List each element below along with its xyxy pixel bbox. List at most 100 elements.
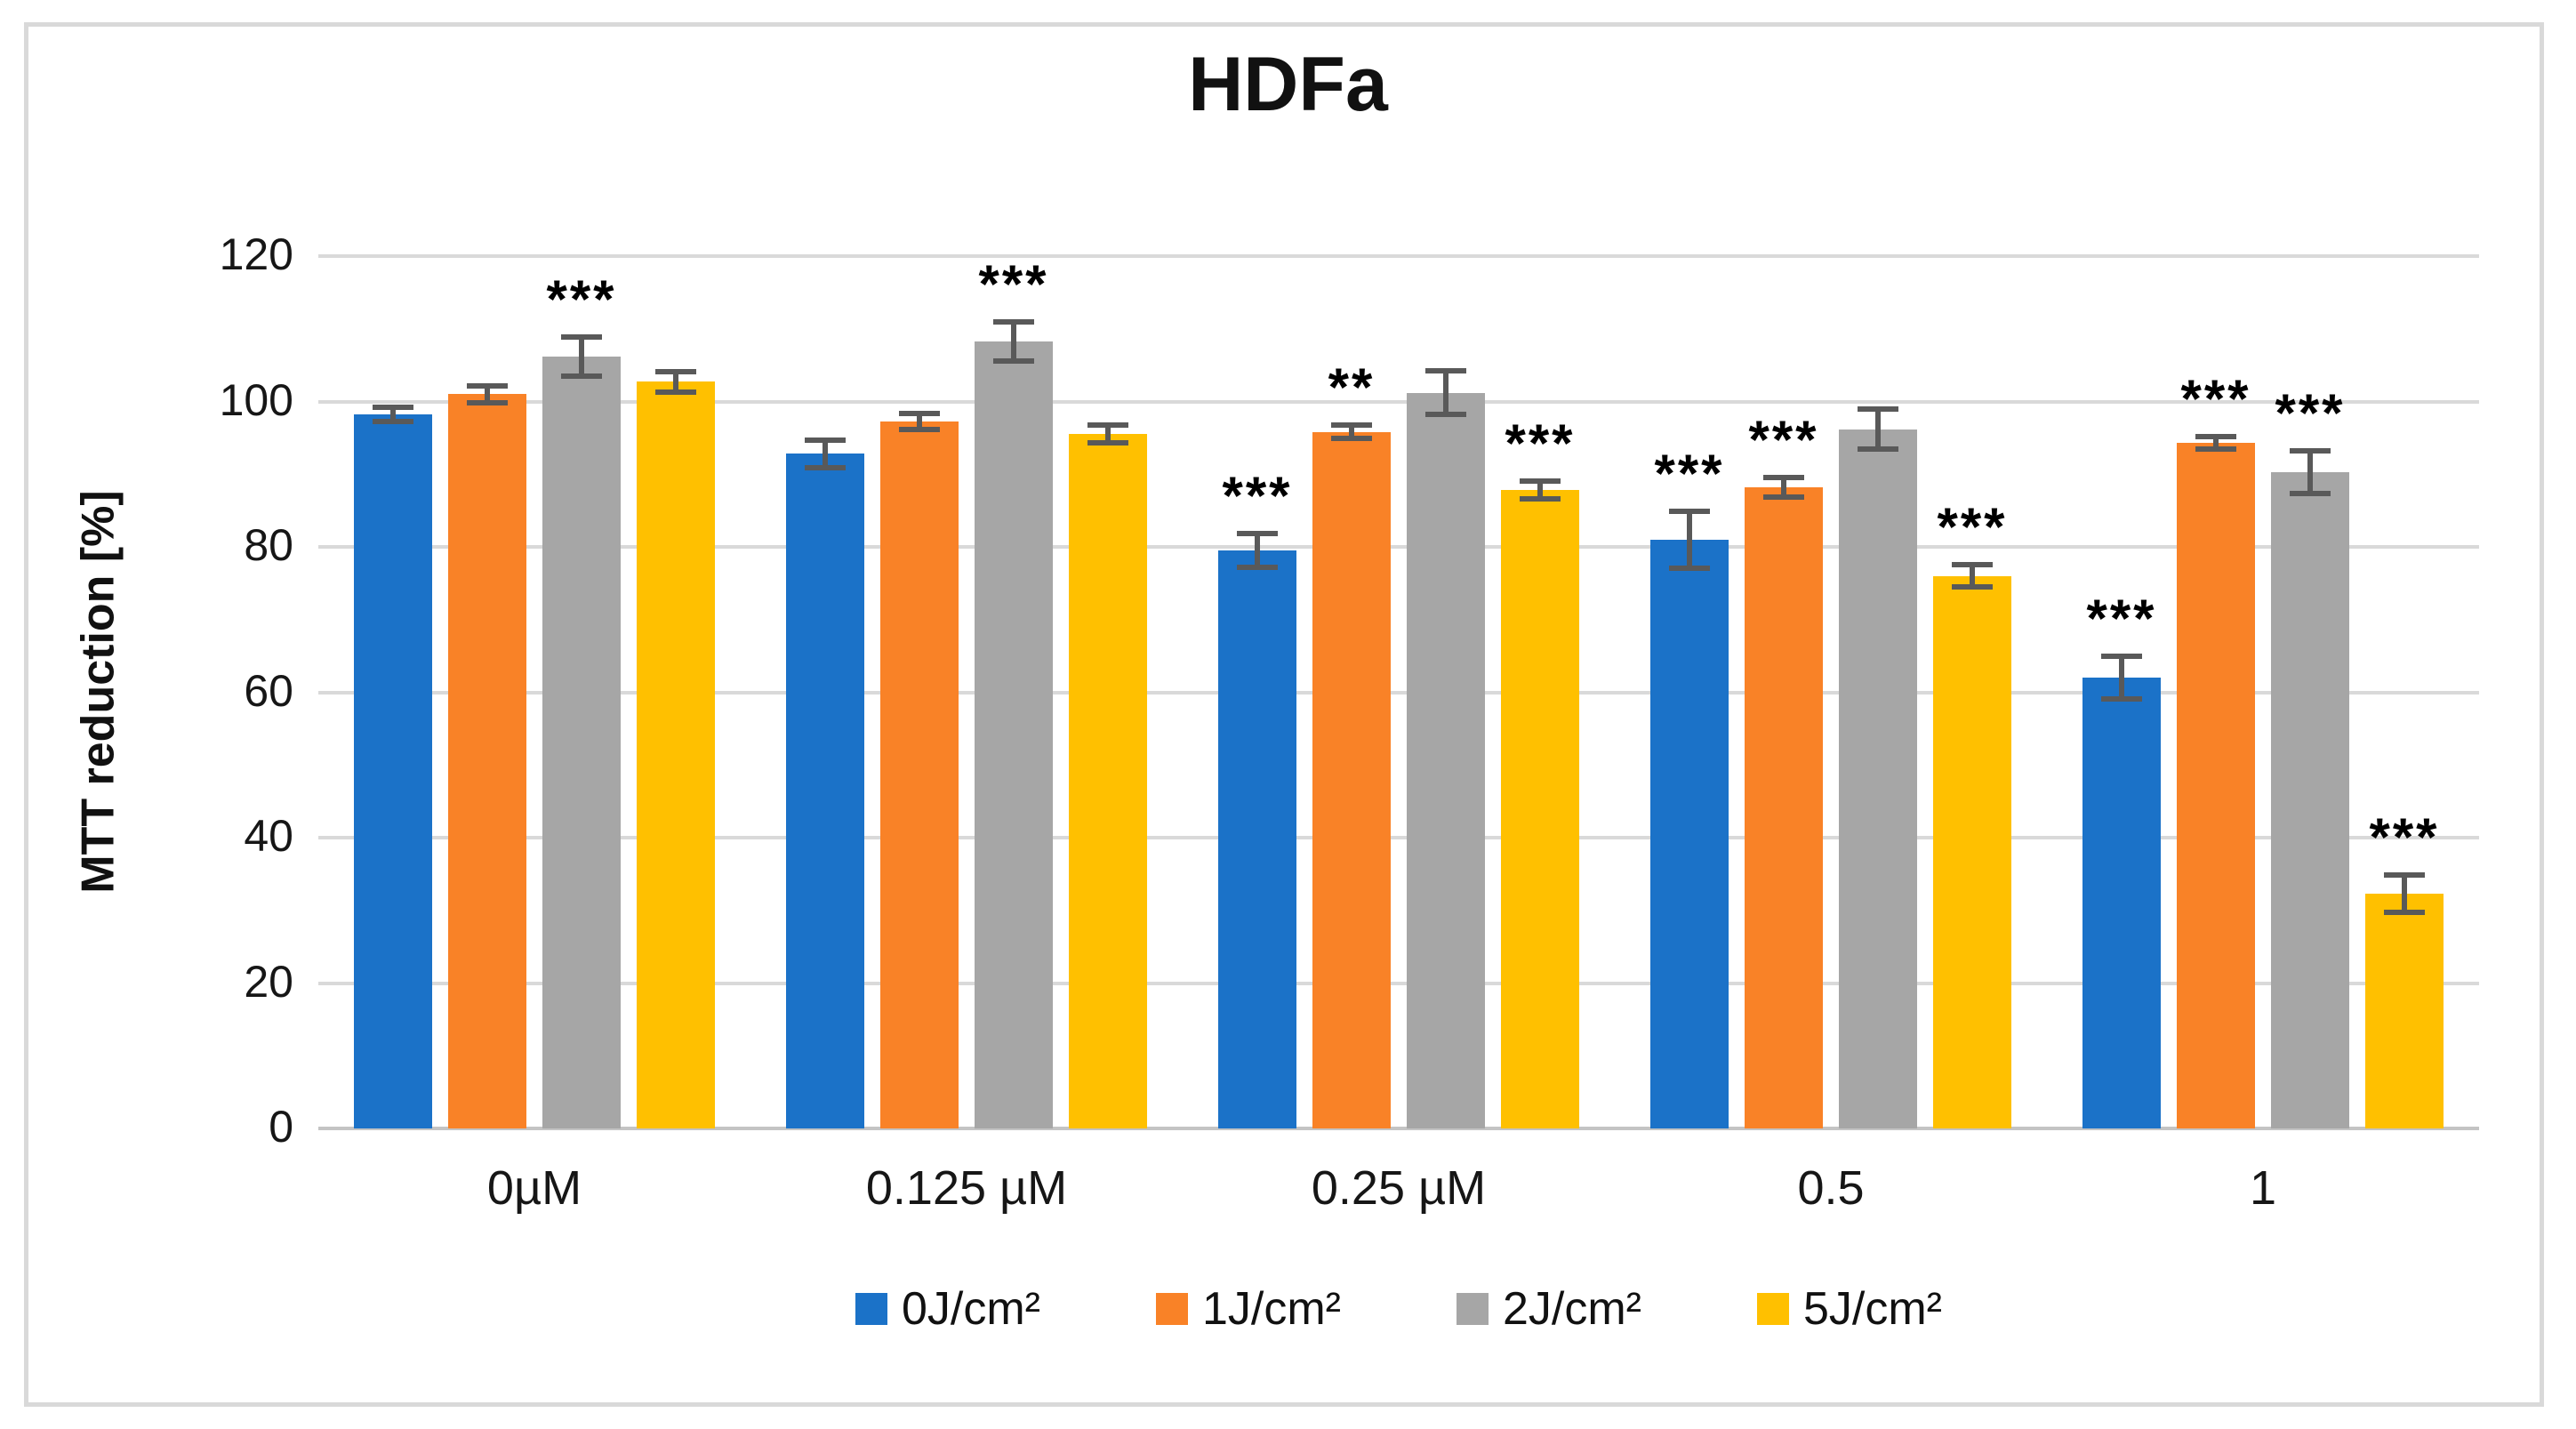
error-bar-cap-top bbox=[1237, 531, 1278, 537]
error-bar bbox=[2119, 656, 2124, 699]
significance-label: *** bbox=[2086, 589, 2157, 649]
error-bar-cap-bottom bbox=[2101, 695, 2142, 702]
error-bar-cap-top bbox=[805, 437, 846, 443]
gridline bbox=[318, 1127, 2479, 1130]
error-bar-cap-bottom bbox=[2195, 446, 2236, 453]
error-bar-cap-top bbox=[2195, 433, 2236, 439]
bar-2Jcm-0.25M bbox=[1407, 392, 1485, 1128]
error-bar-cap-bottom bbox=[1952, 583, 1993, 590]
error-bar-cap-bottom bbox=[1669, 565, 1710, 571]
significance-label: *** bbox=[1654, 443, 1725, 503]
y-tick-label: 100 bbox=[219, 374, 293, 425]
y-tick-label: 80 bbox=[244, 520, 293, 570]
legend-swatch-icon bbox=[1757, 1293, 1789, 1325]
significance-label: *** bbox=[1505, 413, 1576, 474]
error-bar bbox=[1105, 425, 1111, 444]
legend-item: 2J/cm² bbox=[1457, 1282, 1641, 1336]
legend-label: 2J/cm² bbox=[1503, 1283, 1641, 1335]
gridline bbox=[318, 399, 2479, 404]
error-bar-cap-bottom bbox=[467, 400, 508, 406]
gridline bbox=[318, 836, 2479, 839]
error-bar-cap-top bbox=[1520, 478, 1561, 485]
gridline bbox=[318, 981, 2479, 985]
error-bar-cap-bottom bbox=[805, 464, 846, 470]
chart-title: HDFa bbox=[1188, 42, 1388, 127]
error-bar-cap-top bbox=[1087, 422, 1128, 429]
bar-1Jcm-0.125M bbox=[880, 421, 959, 1128]
bar-5Jcm-0M bbox=[637, 381, 715, 1128]
y-tick-label: 60 bbox=[244, 665, 293, 716]
bar-2Jcm-0M bbox=[542, 356, 621, 1128]
x-axis-label: 0.125 µM bbox=[865, 1161, 1068, 1215]
gridline bbox=[318, 254, 2479, 258]
bar-0Jcm-0M bbox=[354, 414, 432, 1128]
error-bar bbox=[2213, 436, 2219, 450]
bar-0Jcm-0.5 bbox=[1650, 539, 1729, 1128]
legend-item: 5J/cm² bbox=[1757, 1282, 1942, 1336]
bar-2Jcm-0.5 bbox=[1839, 429, 1917, 1128]
error-bar bbox=[673, 371, 678, 392]
error-bar-cap-bottom bbox=[1237, 564, 1278, 570]
error-bar-cap-top bbox=[1858, 405, 1898, 412]
y-tick-label: 0 bbox=[269, 1102, 293, 1152]
legend: 0J/cm² 1J/cm² 2J/cm² 5J/cm² bbox=[318, 1282, 2479, 1336]
error-bar bbox=[823, 439, 828, 468]
error-bar-cap-bottom bbox=[561, 373, 602, 379]
x-axis-label: 0.25 µM bbox=[1311, 1161, 1487, 1215]
error-bar-cap-top bbox=[1331, 422, 1372, 429]
legend-swatch-icon bbox=[855, 1293, 887, 1325]
bar-5Jcm-0.125M bbox=[1069, 434, 1147, 1128]
error-bar-cap-bottom bbox=[1087, 440, 1128, 446]
y-tick-label: 20 bbox=[244, 956, 293, 1007]
error-bar-cap-bottom bbox=[899, 427, 940, 433]
error-bar bbox=[1255, 534, 1260, 567]
x-axis-label: 0.5 bbox=[1797, 1161, 1865, 1215]
significance-label: *** bbox=[978, 253, 1049, 314]
significance-label: *** bbox=[546, 269, 617, 329]
error-bar-cap-top bbox=[1763, 475, 1804, 481]
bar-1Jcm-0.25M bbox=[1312, 431, 1391, 1128]
error-bar bbox=[1537, 481, 1543, 500]
significance-label: ** bbox=[1328, 357, 1376, 418]
bar-1Jcm-0M bbox=[448, 394, 526, 1128]
significance-label: *** bbox=[2369, 807, 2440, 867]
legend-item: 0J/cm² bbox=[855, 1282, 1040, 1336]
error-bar-cap-top bbox=[1669, 508, 1710, 514]
error-bar bbox=[1011, 321, 1016, 361]
bar-0Jcm-0.125M bbox=[786, 454, 864, 1128]
legend-swatch-icon bbox=[1457, 1293, 1489, 1325]
y-tick-label: 120 bbox=[219, 229, 293, 279]
error-bar-cap-top bbox=[561, 333, 602, 340]
error-bar-cap-top bbox=[2290, 448, 2331, 454]
significance-label: *** bbox=[2180, 368, 2251, 429]
legend-label: 1J/cm² bbox=[1202, 1283, 1341, 1335]
bar-1Jcm-0.5 bbox=[1745, 486, 1823, 1128]
bar-0Jcm-1 bbox=[2082, 678, 2161, 1128]
error-bar bbox=[2402, 874, 2407, 913]
error-bar-cap-top bbox=[1425, 368, 1466, 374]
error-bar bbox=[485, 385, 490, 404]
error-bar bbox=[1970, 565, 1975, 587]
error-bar-cap-top bbox=[899, 411, 940, 417]
error-bar-cap-bottom bbox=[2290, 490, 2331, 496]
error-bar bbox=[1875, 408, 1881, 450]
gridline bbox=[318, 545, 2479, 549]
error-bar-cap-bottom bbox=[1520, 496, 1561, 502]
error-bar-cap-top bbox=[2384, 871, 2425, 878]
y-tick-label: 40 bbox=[244, 811, 293, 861]
significance-label: *** bbox=[1937, 497, 2008, 558]
legend-swatch-icon bbox=[1156, 1293, 1188, 1325]
error-bar-cap-bottom bbox=[1331, 436, 1372, 442]
bar-5Jcm-0.25M bbox=[1501, 490, 1579, 1128]
gridline bbox=[318, 690, 2479, 694]
bar-1Jcm-1 bbox=[2177, 443, 2255, 1128]
significance-label: *** bbox=[1222, 466, 1293, 526]
legend-label: 0J/cm² bbox=[902, 1283, 1040, 1335]
error-bar-cap-bottom bbox=[993, 357, 1034, 364]
error-bar bbox=[917, 413, 922, 430]
bar-5Jcm-0.5 bbox=[1933, 575, 2011, 1128]
error-bar-cap-top bbox=[1952, 562, 1993, 568]
error-bar-cap-bottom bbox=[1425, 412, 1466, 418]
error-bar-cap-top bbox=[2101, 654, 2142, 660]
bar-5Jcm-1 bbox=[2365, 893, 2444, 1128]
